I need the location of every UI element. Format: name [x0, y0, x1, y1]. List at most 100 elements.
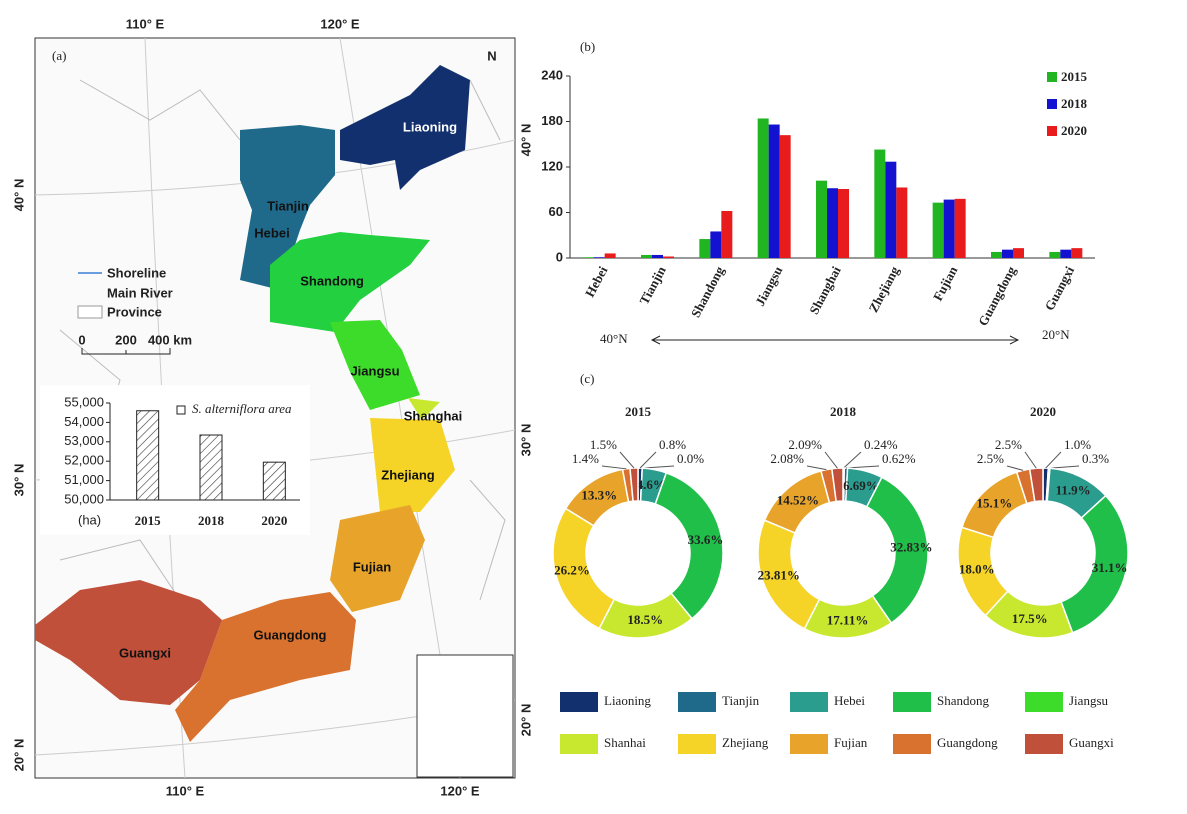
- bar: [827, 188, 838, 258]
- y-tick-label: 180: [541, 113, 563, 128]
- province-label: Jiangsu: [350, 363, 399, 378]
- leader-line: [1006, 465, 1024, 471]
- inset-map: [416, 654, 514, 778]
- bar: [885, 161, 897, 258]
- chart-title: 2020: [1030, 404, 1056, 419]
- value-label: 0.3%: [1082, 451, 1109, 466]
- donut-slice: [629, 467, 639, 503]
- lat-label: 20° N: [518, 704, 533, 737]
- donut-slice: [1060, 494, 1129, 634]
- bar: [1002, 249, 1013, 258]
- y-tick-label: 53,000: [64, 433, 104, 448]
- value-label: 23.81%: [758, 568, 800, 583]
- lat-label: 20° N: [11, 739, 26, 772]
- value-label: 18.5%: [627, 612, 663, 627]
- legend-swatch: [678, 734, 716, 754]
- scale-label: 400 km: [148, 332, 192, 347]
- province-label: Shanghai: [404, 408, 463, 423]
- guangdong: [175, 592, 356, 742]
- annotation: 40°N: [600, 331, 628, 346]
- legend-swatch: [1025, 734, 1063, 754]
- bar: [954, 198, 966, 258]
- x-tick-label: Jiangsu: [752, 264, 785, 309]
- x-tick-label: Hebei: [582, 263, 611, 299]
- range-arrow: [650, 335, 1020, 345]
- bar: [199, 434, 223, 501]
- lat-label: 30° N: [518, 424, 533, 457]
- bar: [136, 410, 160, 501]
- panel-label: (b): [580, 39, 595, 54]
- legend-swatch: [1025, 692, 1063, 712]
- value-label: 1.0%: [1064, 437, 1091, 452]
- legend-label: 2018: [1061, 96, 1088, 111]
- province-label: Hebei: [254, 225, 289, 240]
- x-tick-label: 2015: [135, 513, 162, 528]
- bar: [1071, 248, 1083, 258]
- province-label: Fujian: [353, 559, 391, 574]
- x-tick-label: 2018: [198, 513, 225, 528]
- lon-label: 110° E: [166, 783, 205, 798]
- bar: [757, 118, 769, 258]
- value-label: 1.5%: [590, 437, 617, 452]
- chart-title: 2018: [830, 404, 857, 419]
- lon-label: 120° E: [320, 16, 360, 31]
- chart-title: 2015: [625, 404, 652, 419]
- scale-label: 200: [115, 332, 137, 347]
- value-label: 17.11%: [827, 612, 869, 627]
- legend-label: Hebei: [834, 693, 865, 708]
- zhejiang: [370, 418, 455, 512]
- value-label: 2.5%: [977, 451, 1004, 466]
- north-arrow: N: [487, 48, 496, 63]
- bar: [816, 180, 827, 258]
- legend-label: 2015: [1061, 69, 1088, 84]
- value-label: 17.5%: [1012, 611, 1048, 626]
- legend-label: Shandong: [937, 693, 990, 708]
- leader-line: [642, 465, 675, 469]
- legend-swatch: [790, 734, 828, 754]
- bar: [721, 210, 733, 258]
- panel-label: (c): [580, 371, 594, 386]
- lon-label: 120° E: [440, 783, 480, 798]
- bar: [943, 199, 955, 258]
- leader-line: [843, 451, 862, 469]
- bar: [896, 187, 908, 258]
- value-label: 14.52%: [777, 492, 819, 507]
- legend-swatch: [1047, 99, 1057, 109]
- legend-swatch: [893, 692, 931, 712]
- liaoning: [340, 65, 470, 190]
- value-label: 18.0%: [959, 562, 995, 577]
- annotation: 20°N: [1042, 327, 1070, 342]
- lat-label: 40° N: [11, 179, 26, 212]
- panel-label: (a): [52, 48, 66, 63]
- leader-line: [1045, 451, 1062, 469]
- y-tick-label: 60: [549, 204, 563, 219]
- legend-label: Fujian: [834, 735, 868, 750]
- bar: [991, 251, 1002, 258]
- province-label: Guangxi: [119, 645, 171, 660]
- bar: [710, 231, 722, 258]
- value-label: 0.8%: [659, 437, 686, 452]
- legend-swatch: [1047, 126, 1057, 136]
- legend-box: [77, 305, 103, 319]
- legend-swatch: [678, 692, 716, 712]
- value-label: 4.6%: [637, 477, 666, 492]
- legend-swatch: [560, 692, 598, 712]
- bar: [1060, 249, 1072, 258]
- value-label: 15.1%: [976, 496, 1012, 511]
- shanghai: [408, 398, 440, 420]
- value-label: 2.09%: [788, 437, 822, 452]
- leader-line: [1024, 451, 1037, 469]
- map-legend: Main River: [107, 285, 173, 300]
- bar: [652, 254, 663, 258]
- bar: [932, 202, 944, 258]
- value-label: 6.69%: [843, 478, 879, 493]
- value-label: 33.6%: [688, 532, 724, 547]
- province-label: Guangdong: [254, 627, 327, 642]
- value-label: 0.62%: [882, 451, 916, 466]
- value-label: 32.83%: [890, 540, 932, 555]
- bar: [768, 124, 780, 259]
- lat-label: 40° N: [518, 124, 533, 157]
- x-tick-label: Tianjin: [636, 263, 669, 307]
- bar: [641, 254, 652, 258]
- donut-slice: [865, 476, 929, 624]
